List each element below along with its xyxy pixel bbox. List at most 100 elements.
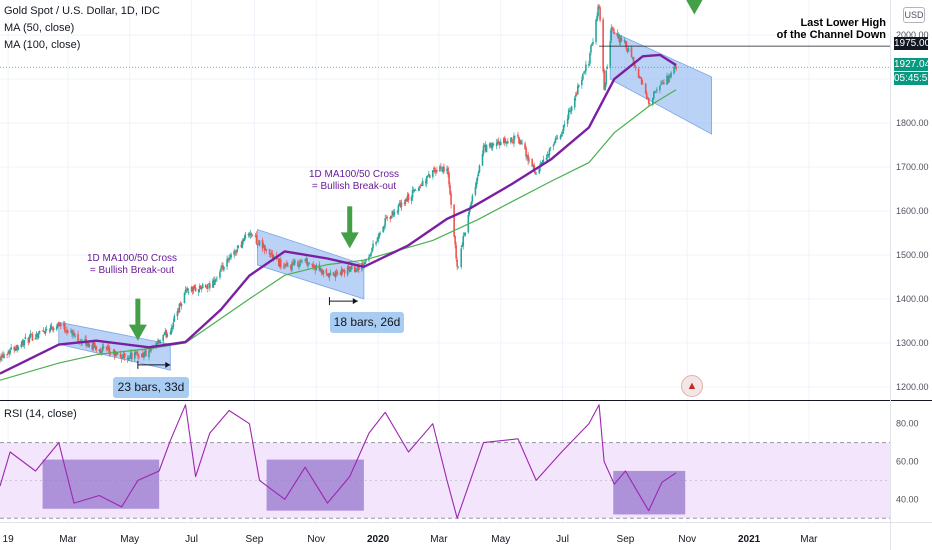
candle-body <box>327 273 330 277</box>
candle-body <box>666 75 668 85</box>
candle-body <box>582 73 584 80</box>
candle-body <box>220 268 222 272</box>
cross-1-line-2: = Bullish Break-out <box>89 265 175 276</box>
candle-body <box>49 325 52 331</box>
candle-body <box>495 142 498 147</box>
candle-body <box>470 201 473 206</box>
rsi-box-1 <box>42 459 160 509</box>
candle-body <box>453 204 455 237</box>
candle-body <box>77 334 79 343</box>
author-avatar-icon[interactable]: ▲ <box>681 375 703 397</box>
candle-body <box>602 19 604 72</box>
candle-body <box>640 77 643 85</box>
candle-body <box>342 269 345 272</box>
candle-body <box>606 66 608 70</box>
candle-body <box>654 91 656 94</box>
candle-body <box>3 354 5 359</box>
candle-body <box>576 86 579 95</box>
candle-body <box>248 233 251 236</box>
candle-body <box>610 27 613 41</box>
candle-body <box>392 211 395 216</box>
candle-body <box>258 240 261 246</box>
candle-body <box>354 270 357 273</box>
candle-body <box>669 75 671 78</box>
candle-body <box>542 159 545 163</box>
candle-body <box>524 143 526 149</box>
candle-body <box>264 248 267 251</box>
candle-body <box>284 264 286 266</box>
candle-body <box>212 280 214 288</box>
candle-body <box>321 272 324 274</box>
candle-body <box>372 243 374 249</box>
candle-body <box>549 147 552 149</box>
candle-body <box>365 260 367 262</box>
time-tick-label: Mar <box>800 534 818 545</box>
time-tick-label: May <box>491 534 510 545</box>
symbol-title[interactable]: Gold Spot / U.S. Dollar, 1D, IDC <box>4 5 160 17</box>
rsi-tick-label: 60.00 <box>896 457 919 467</box>
bars-range-end <box>352 298 358 305</box>
candle-body <box>71 330 73 334</box>
candle-body <box>250 233 253 235</box>
candle-body <box>578 85 580 87</box>
candle-body <box>340 269 343 276</box>
candle-body <box>363 263 365 266</box>
candle-body <box>301 261 303 263</box>
candle-body <box>31 334 34 341</box>
candle-body <box>454 236 456 245</box>
candle-body <box>74 335 76 337</box>
candle-body <box>328 274 331 278</box>
candle-body <box>332 272 335 276</box>
down-arrow-shaft <box>135 298 141 327</box>
candle-body <box>521 142 523 144</box>
candle-body <box>442 166 444 173</box>
candle-body <box>421 180 424 187</box>
candle-body <box>583 72 585 73</box>
candle-body <box>20 344 23 347</box>
candle-body <box>514 135 516 137</box>
candle-body <box>247 233 250 235</box>
candle-body <box>633 64 636 67</box>
candle-body <box>297 261 299 267</box>
rsi-legend[interactable]: RSI (14, close) <box>4 408 77 420</box>
candle-body <box>603 70 605 90</box>
currency-button[interactable]: USD <box>903 7 925 23</box>
candle-body <box>56 323 59 327</box>
candle-body <box>173 315 176 322</box>
candle-body <box>661 83 663 85</box>
time-tick-label: 2021 <box>738 534 761 545</box>
candle-body <box>634 67 637 68</box>
candle-body <box>120 358 123 360</box>
candle-body <box>214 280 216 285</box>
ma50-legend[interactable]: MA (50, close) <box>4 22 75 34</box>
ma100-legend[interactable]: MA (100, close) <box>4 39 81 51</box>
candle-body <box>464 233 467 236</box>
candle-body <box>186 288 189 292</box>
candle-body <box>73 332 75 336</box>
candle-body <box>510 137 512 143</box>
candle-body <box>411 190 414 198</box>
candle-body <box>450 193 452 205</box>
candle-body <box>482 145 485 154</box>
candle-body <box>652 97 654 105</box>
price-tick-label: 1400.00 <box>896 294 929 304</box>
candle-body <box>386 217 389 218</box>
time-tick-label: May <box>120 534 139 545</box>
candle-body <box>400 202 403 208</box>
candle-body <box>255 234 258 244</box>
candle-body <box>396 211 399 213</box>
candle-body <box>194 287 197 292</box>
candle-body <box>369 254 371 257</box>
candle-body <box>240 244 243 247</box>
candle-body <box>143 352 145 358</box>
candle-body <box>519 140 521 145</box>
candle-body <box>23 339 26 346</box>
candle-body <box>341 269 344 271</box>
candle-body <box>526 155 528 157</box>
candle-body <box>656 89 658 91</box>
candle-body <box>63 323 65 326</box>
down-arrow-shaft <box>347 206 353 235</box>
rsi-box-3 <box>613 470 686 515</box>
candle-body <box>449 185 451 195</box>
